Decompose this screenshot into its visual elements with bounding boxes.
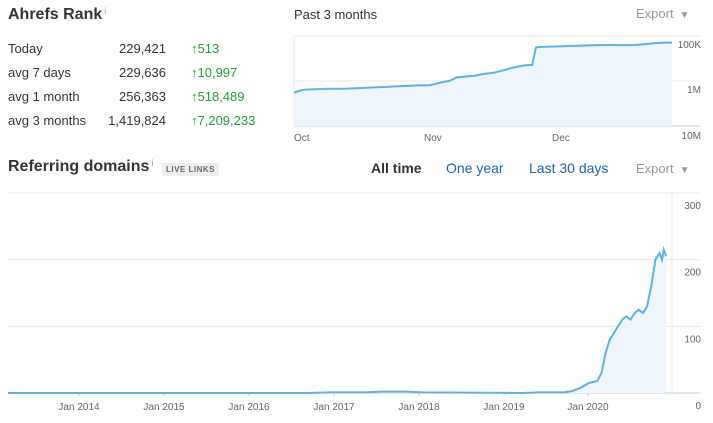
x-tick-label: Jan 2014 [58, 402, 100, 413]
rank-row: avg 3 months 1,419,824 ↑7,209,233 [8, 109, 278, 133]
y-tick-label: 0 [695, 401, 701, 412]
series-area [8, 249, 667, 393]
rank-change-value: 518,489 [197, 89, 245, 104]
y-tick-label: 1M [687, 85, 701, 96]
x-tick-label: Nov [424, 133, 442, 144]
live-links-badge: LIVE LINKS [162, 163, 220, 176]
chevron-down-icon: ▼ [679, 10, 690, 21]
y-tick-label: 100 [684, 334, 701, 345]
tab-one-year[interactable]: One year [446, 160, 504, 176]
rank-row-change: ↑518,489 [191, 85, 245, 109]
y-tick-label: 200 [684, 268, 701, 279]
arrow-up-icon: ↑ [191, 89, 198, 104]
series-area [294, 42, 672, 126]
arrow-up-icon: ↑ [191, 41, 198, 56]
series-line [8, 245, 668, 395]
x-tick-label: Dec [552, 133, 570, 144]
info-icon[interactable]: i [151, 158, 154, 168]
rank-row: Today 229,421 ↑513 [8, 37, 278, 61]
export-button-rank[interactable]: Export ▼ [636, 6, 689, 21]
rank-row-value: 229,421 [119, 41, 166, 56]
ahrefs-rank-chart: 100K 1M 10M Oct Nov Dec [293, 35, 702, 144]
info-icon[interactable]: i [104, 6, 107, 16]
rank-change-value: 7,209,233 [197, 113, 256, 128]
series-line [293, 41, 672, 94]
export-label: Export [636, 6, 674, 21]
chevron-down-icon: ▼ [679, 165, 690, 176]
y-tick-label: 100K [678, 40, 702, 51]
rank-row-label: avg 7 days [8, 65, 71, 80]
ahrefs-rank-title-text: Ahrefs Rank [8, 6, 103, 23]
rank-row-change: ↑7,209,233 [191, 109, 255, 133]
referring-domains-title: Referring domains i [8, 158, 153, 176]
rank-row-label: avg 3 months [8, 113, 87, 128]
rank-change-value: 10,997 [197, 65, 238, 80]
x-tick-label: Jan 2019 [483, 402, 525, 413]
period-label[interactable]: Past 3 months [294, 7, 378, 22]
y-tick-label: 300 [684, 201, 701, 212]
rank-row-value: 1,419,824 [108, 113, 166, 128]
tab-last-30-days[interactable]: Last 30 days [529, 160, 609, 176]
rank-row-value: 256,363 [119, 89, 166, 104]
rank-row: avg 7 days 229,636 ↑10,997 [8, 61, 278, 85]
export-label: Export [636, 161, 674, 176]
rank-row-change: ↑10,997 [191, 61, 237, 85]
tab-all-time[interactable]: All time [371, 160, 422, 176]
referring-domains-title-text: Referring domains [8, 158, 150, 175]
arrow-up-icon: ↑ [191, 65, 198, 80]
rank-change-value: 513 [197, 41, 220, 56]
rank-row-label: avg 1 month [8, 89, 80, 104]
rank-row-label: Today [8, 41, 43, 56]
y-tick-label: 10M [682, 131, 701, 142]
export-button-domains[interactable]: Export ▼ [636, 161, 689, 176]
arrow-up-icon: ↑ [191, 113, 198, 128]
rank-row-change: ↑513 [191, 37, 219, 61]
x-tick-label: Jan 2020 [567, 402, 609, 413]
x-tick-label: Jan 2016 [228, 402, 270, 413]
x-tick-label: Jan 2015 [143, 402, 185, 413]
x-tick-label: Jan 2017 [313, 402, 355, 413]
rank-row: avg 1 month 256,363 ↑518,489 [8, 85, 278, 109]
x-tick-label: Jan 2018 [398, 402, 440, 413]
rank-row-value: 229,636 [119, 65, 166, 80]
x-tick-label: Oct [294, 133, 310, 144]
ahrefs-rank-title: Ahrefs Rank i [8, 6, 106, 24]
